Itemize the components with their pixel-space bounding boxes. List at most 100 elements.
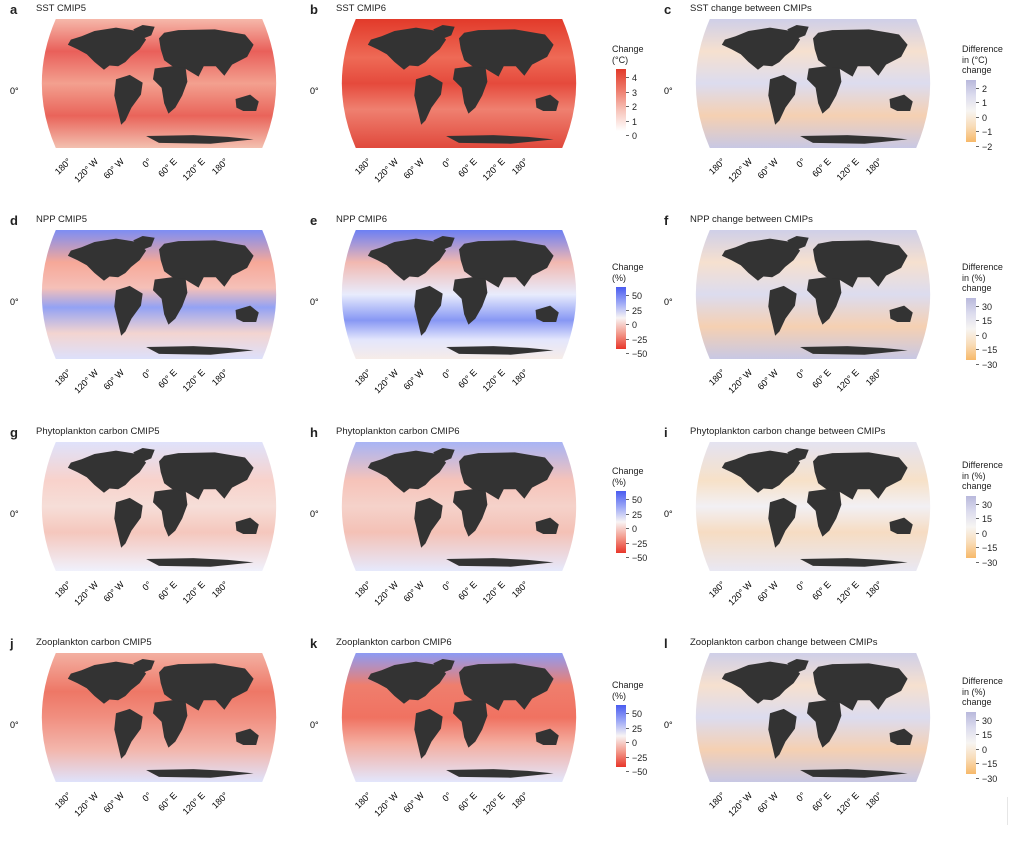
landmass	[721, 27, 801, 70]
legend-title-line: in (°C)	[962, 54, 988, 65]
longitude-tick: 120° E	[181, 790, 207, 816]
landmass	[67, 661, 147, 704]
longitude-tick: 0°	[140, 579, 153, 592]
legend-color-bar	[966, 79, 976, 142]
panel-title: SST change between CMIPs	[690, 3, 812, 14]
legend-tick-mark	[976, 102, 979, 103]
legend-title-line: Change	[612, 466, 644, 476]
legend-title: Difference in (%) change	[962, 460, 1003, 492]
landmass	[787, 236, 809, 250]
landmass	[813, 452, 908, 500]
longitude-tick: 120° W	[726, 367, 754, 395]
landmass	[768, 497, 797, 548]
panel-title: NPP CMIP5	[36, 214, 88, 225]
legend-tick-label: 1	[982, 98, 988, 108]
longitude-tick: 0°	[140, 367, 153, 380]
longitude-tick: 180°	[864, 579, 885, 600]
landmass	[813, 29, 908, 77]
landmass	[768, 285, 797, 336]
legend-title-line: Change	[612, 680, 644, 690]
landmass	[787, 659, 809, 673]
legend-tick-label: −15	[982, 543, 998, 553]
map-panel-a: a SST CMIP5 0° 180° 120° W 60° W 0° 60° E 120° E…	[10, 2, 310, 207]
legend-title-line: in (%)	[962, 470, 986, 481]
legend-tick-label: 25	[632, 723, 643, 734]
legend-tick-label: 1	[632, 116, 638, 127]
legend-tick-mark	[626, 756, 629, 758]
longitude-tick: 0°	[140, 156, 153, 169]
legend-tick-mark	[626, 295, 629, 296]
legend-title: Change (%)	[612, 466, 644, 487]
legend-tick-label: −50	[632, 553, 648, 563]
latitude-label: 0°	[310, 509, 319, 519]
panel-letter: a	[10, 2, 18, 17]
landmass	[889, 94, 913, 112]
longitude-tick: 60° W	[402, 367, 427, 392]
map-panel-k: k Zooplankton carbon CMIP6 0° 180° 120° W 60°…	[310, 636, 610, 841]
landmass	[114, 74, 143, 125]
landmass	[446, 346, 554, 355]
longitude-tick: 60° E	[156, 790, 179, 813]
landmass	[889, 517, 913, 535]
legend-tick-mark	[626, 513, 629, 515]
color-legend: Difference in (%) change 30 15 0 −15 −30	[962, 460, 1016, 570]
legend-tick-mark	[626, 742, 629, 743]
panel-title: Phytoplankton carbon change between CMIP…	[690, 426, 886, 437]
landmass	[535, 94, 559, 112]
legend-tick-mark	[626, 771, 629, 772]
longitude-tick: 180°	[353, 367, 374, 388]
longitude-tick: 120° E	[481, 790, 507, 816]
longitude-tick: 0°	[794, 790, 807, 803]
world-map: 0°180° 120° W 60° W 0° 60° E 120° E 180°	[664, 653, 931, 818]
landmass	[367, 27, 447, 70]
panel-title: Zooplankton carbon change between CMIPs	[690, 637, 878, 648]
landmass	[459, 452, 554, 500]
landmass	[235, 517, 259, 535]
legend-tick-label: 15	[982, 514, 993, 524]
landmass	[235, 94, 259, 112]
legend-tick-label: 15	[982, 316, 993, 326]
landmass	[800, 769, 908, 778]
longitude-tick: 180°	[707, 579, 728, 600]
landmass	[459, 663, 554, 711]
longitude-tick: 180°	[510, 579, 531, 600]
landmass	[146, 558, 254, 567]
legend-tick-label: 25	[632, 305, 643, 316]
landmass	[433, 659, 455, 673]
landmass	[535, 728, 559, 746]
map-panel-e: e NPP CMIP6 0° 180° 120° W 60° W 0° 60° E 120° E…	[310, 213, 610, 418]
longitude-tick: 60° E	[810, 790, 833, 813]
longitude-tick: 120° W	[726, 579, 754, 607]
longitude-tick: 60° W	[102, 790, 127, 815]
legend-color-bar	[616, 69, 626, 131]
panel-letter: l	[664, 636, 668, 651]
longitude-tick: 120° W	[72, 790, 100, 818]
legend-color-bar	[616, 491, 626, 553]
landmass	[787, 448, 809, 462]
landmass	[146, 346, 254, 355]
landmass	[146, 769, 254, 778]
legend-tick-mark	[626, 77, 629, 78]
landmass	[152, 489, 188, 537]
panel-letter: c	[664, 2, 672, 17]
legend-color-bar	[966, 711, 976, 774]
world-map: 0°180° 120° W 60° W 0° 60° E 120° E 180°	[664, 442, 931, 607]
landmass	[459, 29, 554, 77]
longitude-tick: 60° E	[456, 156, 479, 179]
longitude-tick: 120° E	[835, 790, 861, 816]
longitude-tick: 180°	[53, 790, 74, 811]
longitude-tick: 120° E	[481, 367, 507, 393]
longitude-tick: 60° E	[156, 156, 179, 179]
landmass	[133, 659, 155, 673]
longitude-tick: 60° W	[756, 790, 781, 815]
landmass	[114, 285, 143, 336]
landmass	[433, 448, 455, 462]
landmass	[800, 346, 908, 355]
legend-color-bar	[966, 495, 976, 558]
legend-tick-mark	[976, 145, 979, 147]
landmass	[459, 240, 554, 288]
legend-tick-label: −50	[632, 767, 648, 777]
landmass	[235, 305, 259, 323]
landmass	[152, 66, 188, 114]
